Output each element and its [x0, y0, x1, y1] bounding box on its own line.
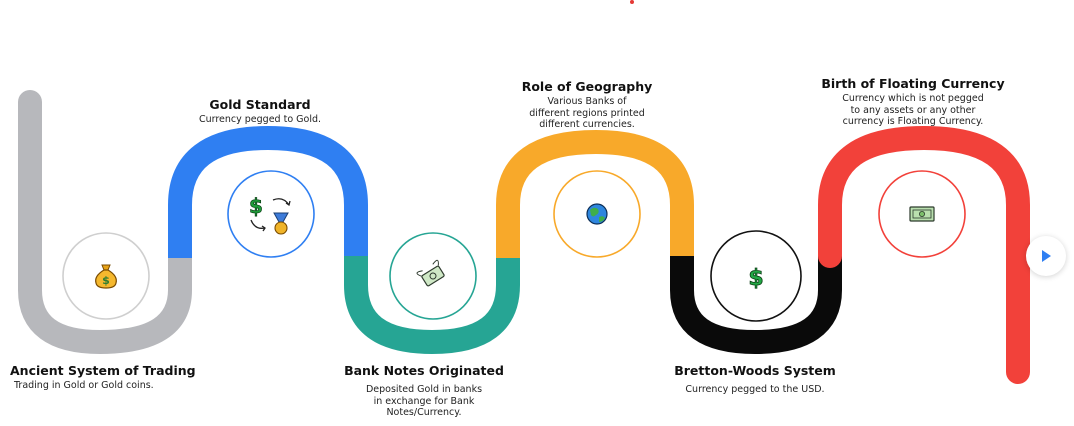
milestone-bretton-woods: Bretton-Woods System Currency pegged to …: [670, 363, 840, 396]
svg-text:$: $: [249, 194, 263, 218]
milestone-description-line: in exchange for Bank: [373, 395, 475, 407]
path-segment-teal: [344, 256, 520, 355]
milestone-description-line: to any assets or any other: [850, 104, 976, 116]
next-button[interactable]: [1026, 236, 1066, 276]
milestone-floating-currency: Birth of Floating Currency Currency whic…: [818, 76, 1008, 128]
milestone-description-line: Various Banks of: [547, 96, 627, 107]
path-segment-black: [670, 254, 842, 355]
milestone-circle-gold-standard: [227, 170, 315, 258]
milestone-title: Birth of Floating Currency: [821, 76, 1005, 91]
milestone-description-line: Currency which is not pegged: [842, 93, 984, 104]
dollar-sign-icon: $: [748, 266, 764, 292]
milestone-title: Gold Standard: [209, 97, 311, 112]
path-segment-orange: [496, 129, 694, 258]
milestone-title: Ancient System of Trading: [10, 363, 196, 378]
milestone-role-of-geography: Role of Geography Various Banks of diffe…: [502, 79, 672, 131]
milestone-bank-notes: Bank Notes Originated Deposited Gold in …: [344, 363, 504, 419]
milestone-description: Trading in Gold or Gold coins.: [14, 380, 154, 391]
play-icon: [1042, 250, 1051, 262]
top-red-dot: [630, 0, 634, 4]
milestone-description-line: different regions printed: [529, 107, 645, 119]
milestone-description-line: currency is Floating Currency.: [842, 116, 984, 127]
milestone-description: Currency pegged to Gold.: [198, 114, 322, 125]
path-segment-gray: [18, 90, 192, 354]
flying-money-icon: [416, 259, 445, 287]
milestone-circle-bretton-woods: [710, 230, 802, 322]
milestone-description-line: Deposited Gold in banks: [365, 384, 483, 395]
path-segment-blue: [168, 125, 368, 258]
milestone-description: Currency pegged to the USD.: [685, 384, 825, 395]
milestone-gold-standard: Gold Standard Currency pegged to Gold.: [180, 97, 340, 126]
path-segment-red: [818, 125, 1030, 384]
svg-text:$: $: [102, 274, 110, 287]
globe-icon: [586, 203, 608, 225]
money-bag-icon: $: [95, 264, 117, 289]
dollar-medal-exchange-icon: $: [249, 194, 291, 235]
milestone-ancient-trading: Ancient System of Trading Trading in Gol…: [10, 363, 196, 392]
milestone-title: Role of Geography: [521, 79, 653, 94]
milestone-description-line: different currencies.: [539, 119, 635, 130]
milestone-title: Bretton-Woods System: [674, 363, 836, 378]
milestone-title: Bank Notes Originated: [344, 363, 504, 378]
banknote-icon: [909, 206, 935, 222]
svg-text:$: $: [748, 266, 763, 291]
milestone-description-line: Notes/Currency.: [386, 407, 462, 418]
